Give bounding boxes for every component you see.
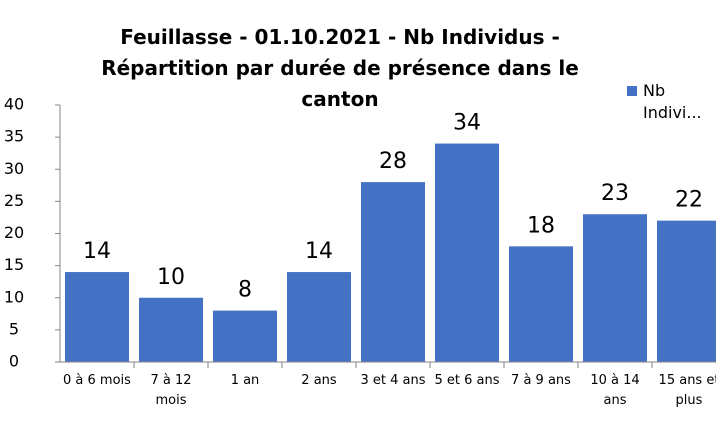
value-label: 22: [675, 188, 703, 213]
y-tick-label: 5: [9, 319, 19, 338]
bar: [139, 297, 203, 362]
y-tick-label: 10: [4, 287, 24, 306]
bar: [65, 272, 129, 362]
x-tick-label: 2 ans: [301, 373, 337, 388]
y-tick-label: 35: [4, 127, 24, 146]
y-tick-label: 30: [4, 159, 24, 178]
x-tick-label: 10 à 14 ans: [590, 373, 640, 408]
y-tick-label: 0: [9, 352, 19, 371]
legend: Nb Indivi...: [627, 80, 707, 124]
value-label: 14: [305, 239, 333, 264]
bar: [435, 143, 499, 362]
value-label: 34: [453, 111, 481, 136]
value-label: 23: [601, 181, 629, 206]
value-label: 10: [157, 265, 185, 290]
x-tick-label: 1 an: [230, 373, 260, 388]
value-label: 28: [379, 149, 407, 174]
x-tick-label: 15 ans et plus: [658, 373, 716, 408]
bar: [287, 272, 351, 362]
legend-swatch: [627, 86, 637, 96]
y-tick-label: 40: [4, 95, 24, 114]
bar: [583, 214, 647, 362]
bar: [657, 220, 716, 362]
bar: [509, 246, 573, 362]
bar: [361, 182, 425, 362]
value-label: 14: [83, 239, 111, 264]
x-tick-label: 5 et 6 ans: [434, 373, 500, 388]
x-tick-label: 7 à 12 mois: [150, 373, 192, 408]
x-tick-label: 3 et 4 ans: [360, 373, 426, 388]
chart-title: Feuillasse - 01.10.2021 - Nb Individus -…: [101, 25, 579, 111]
legend-label: Nb Indivi...: [643, 81, 702, 122]
x-tick-label: 7 à 9 ans: [511, 373, 571, 388]
y-tick-label: 15: [4, 255, 24, 274]
y-tick-label: 25: [4, 191, 24, 210]
bar: [213, 310, 277, 362]
y-tick-label: 20: [4, 223, 24, 242]
x-tick-label: 0 à 6 mois: [63, 373, 131, 388]
value-label: 18: [527, 213, 555, 238]
value-label: 8: [238, 278, 252, 303]
